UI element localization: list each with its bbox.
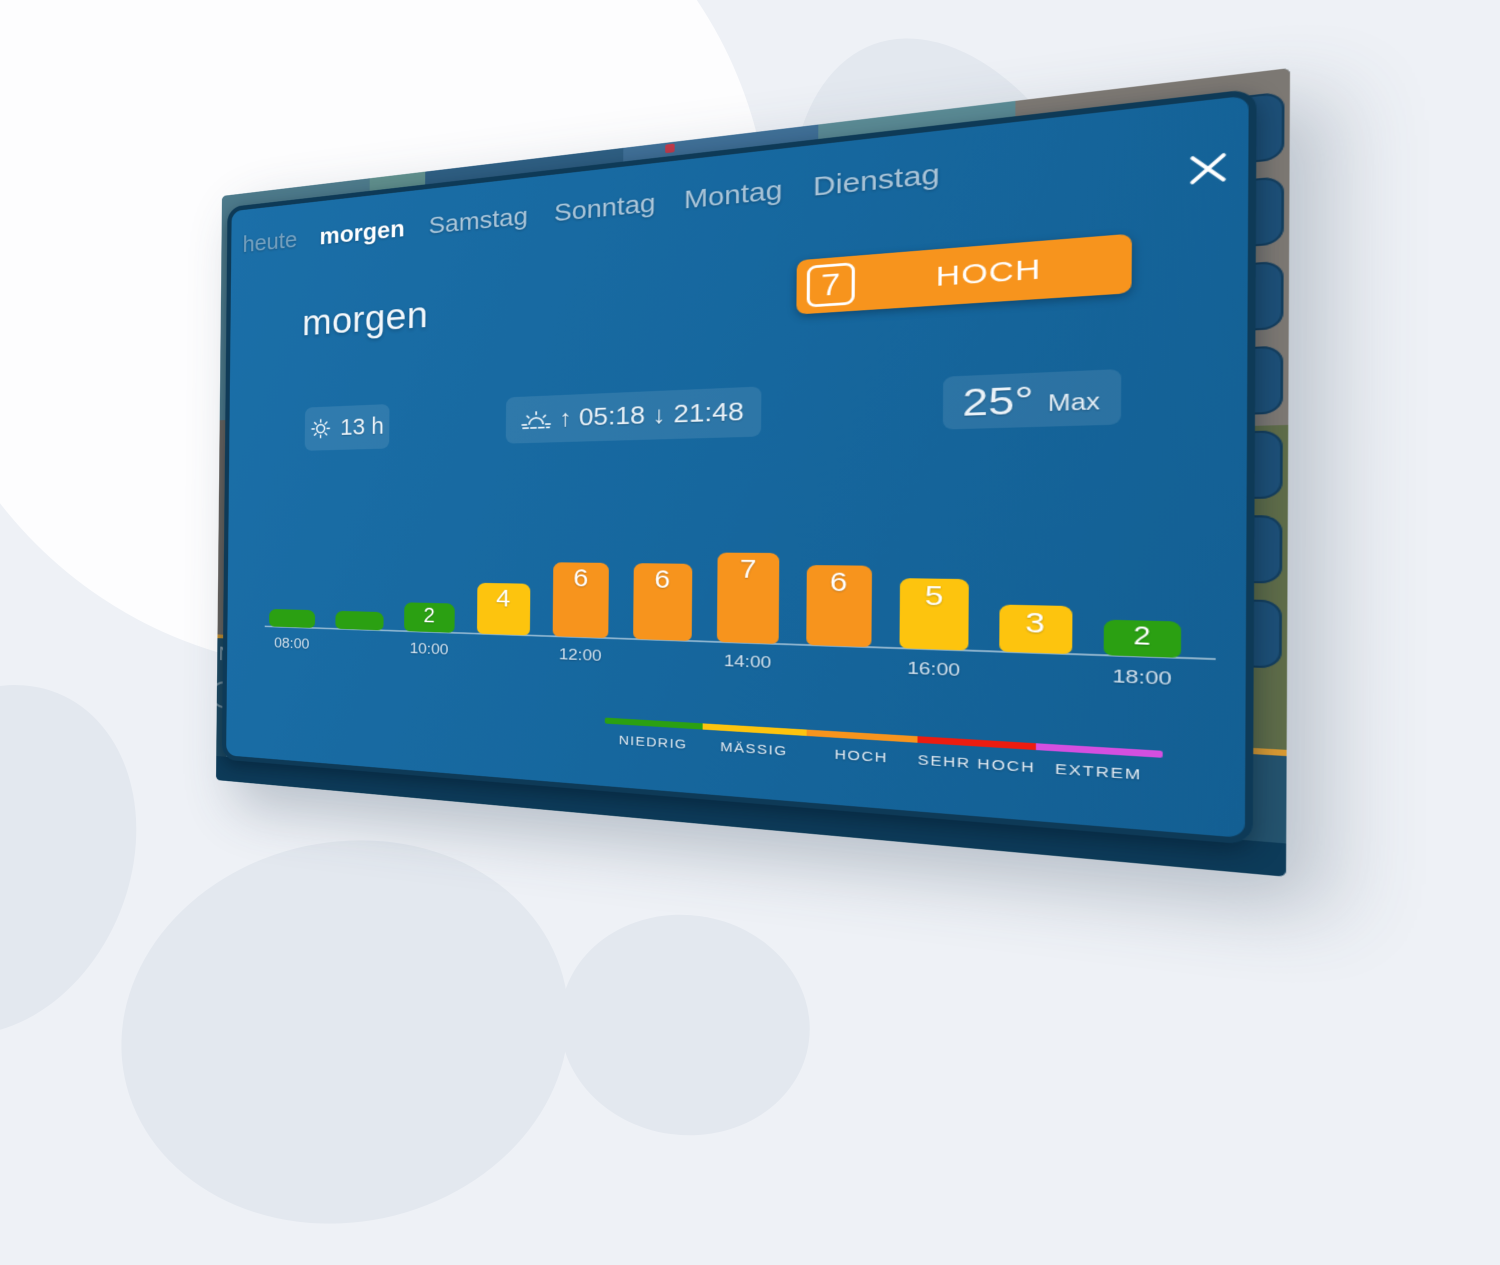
uv-bar-value: 2 <box>423 604 435 628</box>
legend-label: MÄSSIG <box>720 739 788 760</box>
weather-app-screenshot: N wetteronline heutemorgenSamstagSonntag… <box>216 67 1291 877</box>
time-tick-label: 16:00 <box>907 658 961 681</box>
legend-segment-EXTREM <box>1035 743 1163 758</box>
uv-bar-13:00: 6 <box>632 563 692 641</box>
uv-bar-value: 4 <box>495 584 511 613</box>
uv-index-panel: heute morgen Samstag Sonntag Montag Dienstag … <box>221 88 1257 845</box>
legend-label: HOCH <box>834 746 889 767</box>
uv-bar-15:00: 6 <box>805 565 872 648</box>
uv-bar-value: 6 <box>829 567 848 598</box>
time-tick-label: 14:00 <box>723 651 772 673</box>
legend-label: SEHR HOCH <box>917 752 1036 777</box>
legend-segment-NIEDRIG <box>604 717 703 730</box>
legend-segment-HOCH <box>806 729 918 743</box>
time-tick-label: 12:00 <box>558 645 602 666</box>
uv-bar-chart: 2 4 6 6 7 6 5 3 2 08:00 10:00 12:00 14:00 16:00 18:00… <box>226 95 1249 838</box>
uv-bar-value: 6 <box>573 564 589 593</box>
uv-bar-17:00: 3 <box>998 604 1072 655</box>
sun-ray-shape <box>85 799 605 1265</box>
legend-segment-MÄSSIG <box>702 723 807 736</box>
legend-label: NIEDRIG <box>618 733 688 753</box>
uv-bar-16:00: 5 <box>899 578 969 651</box>
uv-bar-14:00: 7 <box>716 552 780 645</box>
uv-bar-09:00 <box>334 610 384 631</box>
uv-bar-10:00: 2 <box>404 602 455 633</box>
uv-bar-value: 5 <box>924 580 944 612</box>
legend-segment-SEHR HOCH <box>917 736 1036 751</box>
uv-bar-08:00 <box>269 608 316 629</box>
uv-bar-value: 2 <box>1133 622 1151 651</box>
uv-bar-value: 7 <box>739 554 757 585</box>
time-tick-label: 08:00 <box>274 635 310 653</box>
sun-ray-shape <box>545 898 825 1152</box>
uv-bar-value: 3 <box>1025 607 1045 640</box>
uv-bar-value: 6 <box>654 565 671 595</box>
time-tick-label: 10:00 <box>409 640 449 659</box>
uv-bar-12:00: 6 <box>552 562 609 639</box>
uv-bar-18:00: 2 <box>1103 619 1182 658</box>
legend-label: EXTREM <box>1054 761 1143 784</box>
uv-bar-11:00: 4 <box>476 582 530 636</box>
time-tick-label: 18:00 <box>1112 666 1172 690</box>
